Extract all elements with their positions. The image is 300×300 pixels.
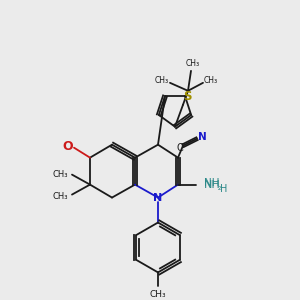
Text: H: H [220, 184, 227, 194]
Text: C: C [177, 143, 183, 153]
Text: S: S [183, 89, 191, 103]
Text: NH: NH [204, 178, 220, 188]
Text: CH₃: CH₃ [150, 290, 166, 299]
Text: N: N [198, 132, 206, 142]
Text: ₂: ₂ [218, 183, 221, 192]
Text: N: N [153, 193, 163, 202]
Text: CH₃: CH₃ [204, 76, 218, 85]
Text: CH₃: CH₃ [52, 170, 68, 179]
Text: CH₃: CH₃ [186, 59, 200, 68]
Text: CH₃: CH₃ [52, 192, 68, 201]
Text: O: O [63, 140, 73, 153]
Text: NH: NH [204, 180, 221, 190]
Text: CH₃: CH₃ [155, 76, 169, 85]
